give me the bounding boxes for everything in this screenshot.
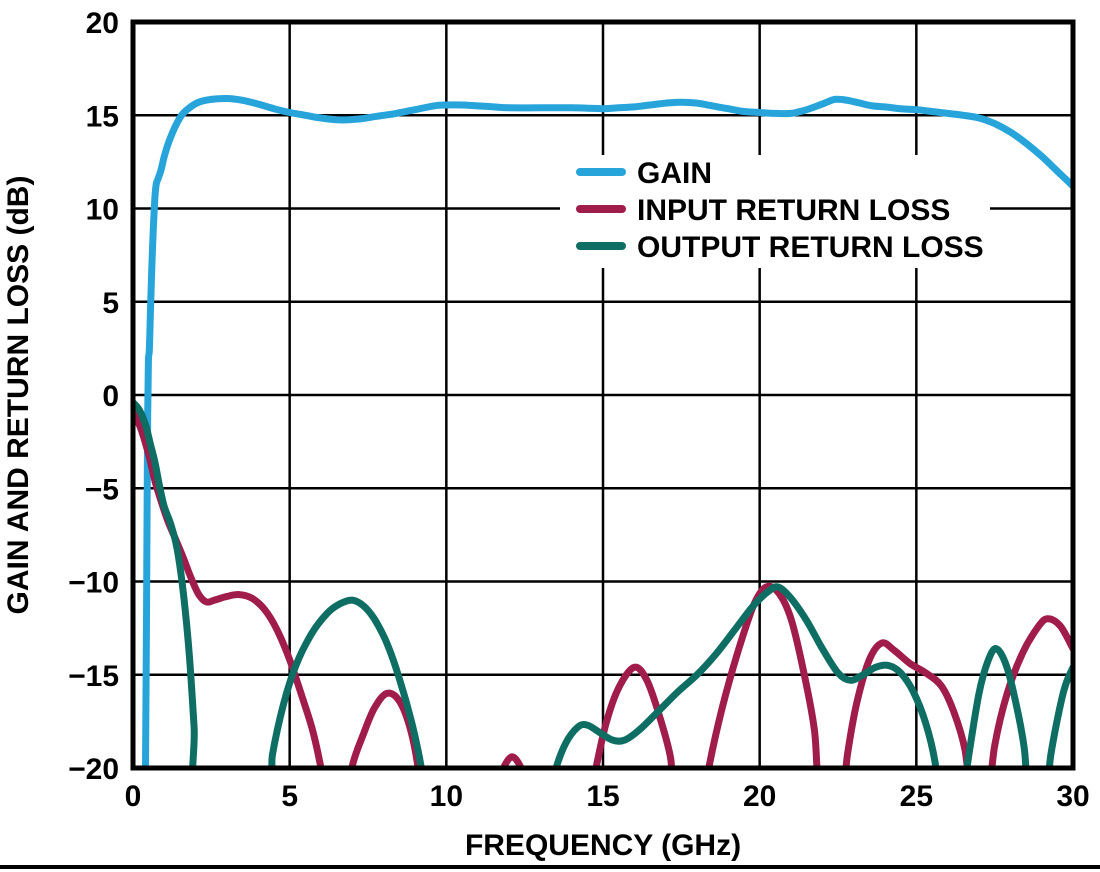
page-divider-rule <box>0 865 1100 869</box>
x-axis-title: FREQUENCY (GHz) <box>465 829 741 862</box>
x-tick-label: 20 <box>743 780 776 813</box>
series-path-gain <box>142 94 1073 768</box>
x-tick-label: 15 <box>586 780 619 813</box>
y-axis-title: GAIN AND RETURN LOSS (dB) <box>2 176 35 615</box>
legend-label-gain: GAIN <box>637 157 712 190</box>
y-tick-label: −20 <box>68 753 119 786</box>
x-tick-label: 30 <box>1056 780 1089 813</box>
y-tick-label: −10 <box>68 567 119 600</box>
legend: GAIN INPUT RETURN LOSS OUTPUT RETURN LOS… <box>560 155 990 268</box>
tick-labels: 0 5 10 15 20 25 30 −20 −15 −10 −5 0 5 10 15 20 <box>68 7 1090 813</box>
legend-swatch-output-return-loss <box>576 242 626 250</box>
legend-swatch-gain <box>576 168 626 176</box>
legend-label-input-return-loss: INPUT RETURN LOSS <box>637 194 950 227</box>
x-tick-label: 5 <box>281 780 298 813</box>
y-tick-label: −15 <box>68 660 119 693</box>
series-group <box>133 94 1073 768</box>
y-tick-label: 5 <box>102 287 119 320</box>
series-path-output-return-loss <box>133 399 1073 768</box>
legend-background <box>560 155 990 268</box>
plot-border <box>130 19 1076 771</box>
x-tick-label: 25 <box>900 780 933 813</box>
y-tick-label: 15 <box>86 100 119 133</box>
y-tick-label: −5 <box>85 473 119 506</box>
series-path-input-return-loss <box>133 408 1073 768</box>
legend-swatch-input-return-loss <box>576 205 626 213</box>
y-tick-label: 20 <box>86 7 119 40</box>
x-tick-label: 0 <box>125 780 142 813</box>
y-tick-label: 0 <box>102 380 119 413</box>
grid <box>133 22 1073 768</box>
legend-label-output-return-loss: OUTPUT RETURN LOSS <box>637 231 984 264</box>
y-tick-label: 10 <box>86 194 119 227</box>
x-tick-label: 10 <box>430 780 463 813</box>
